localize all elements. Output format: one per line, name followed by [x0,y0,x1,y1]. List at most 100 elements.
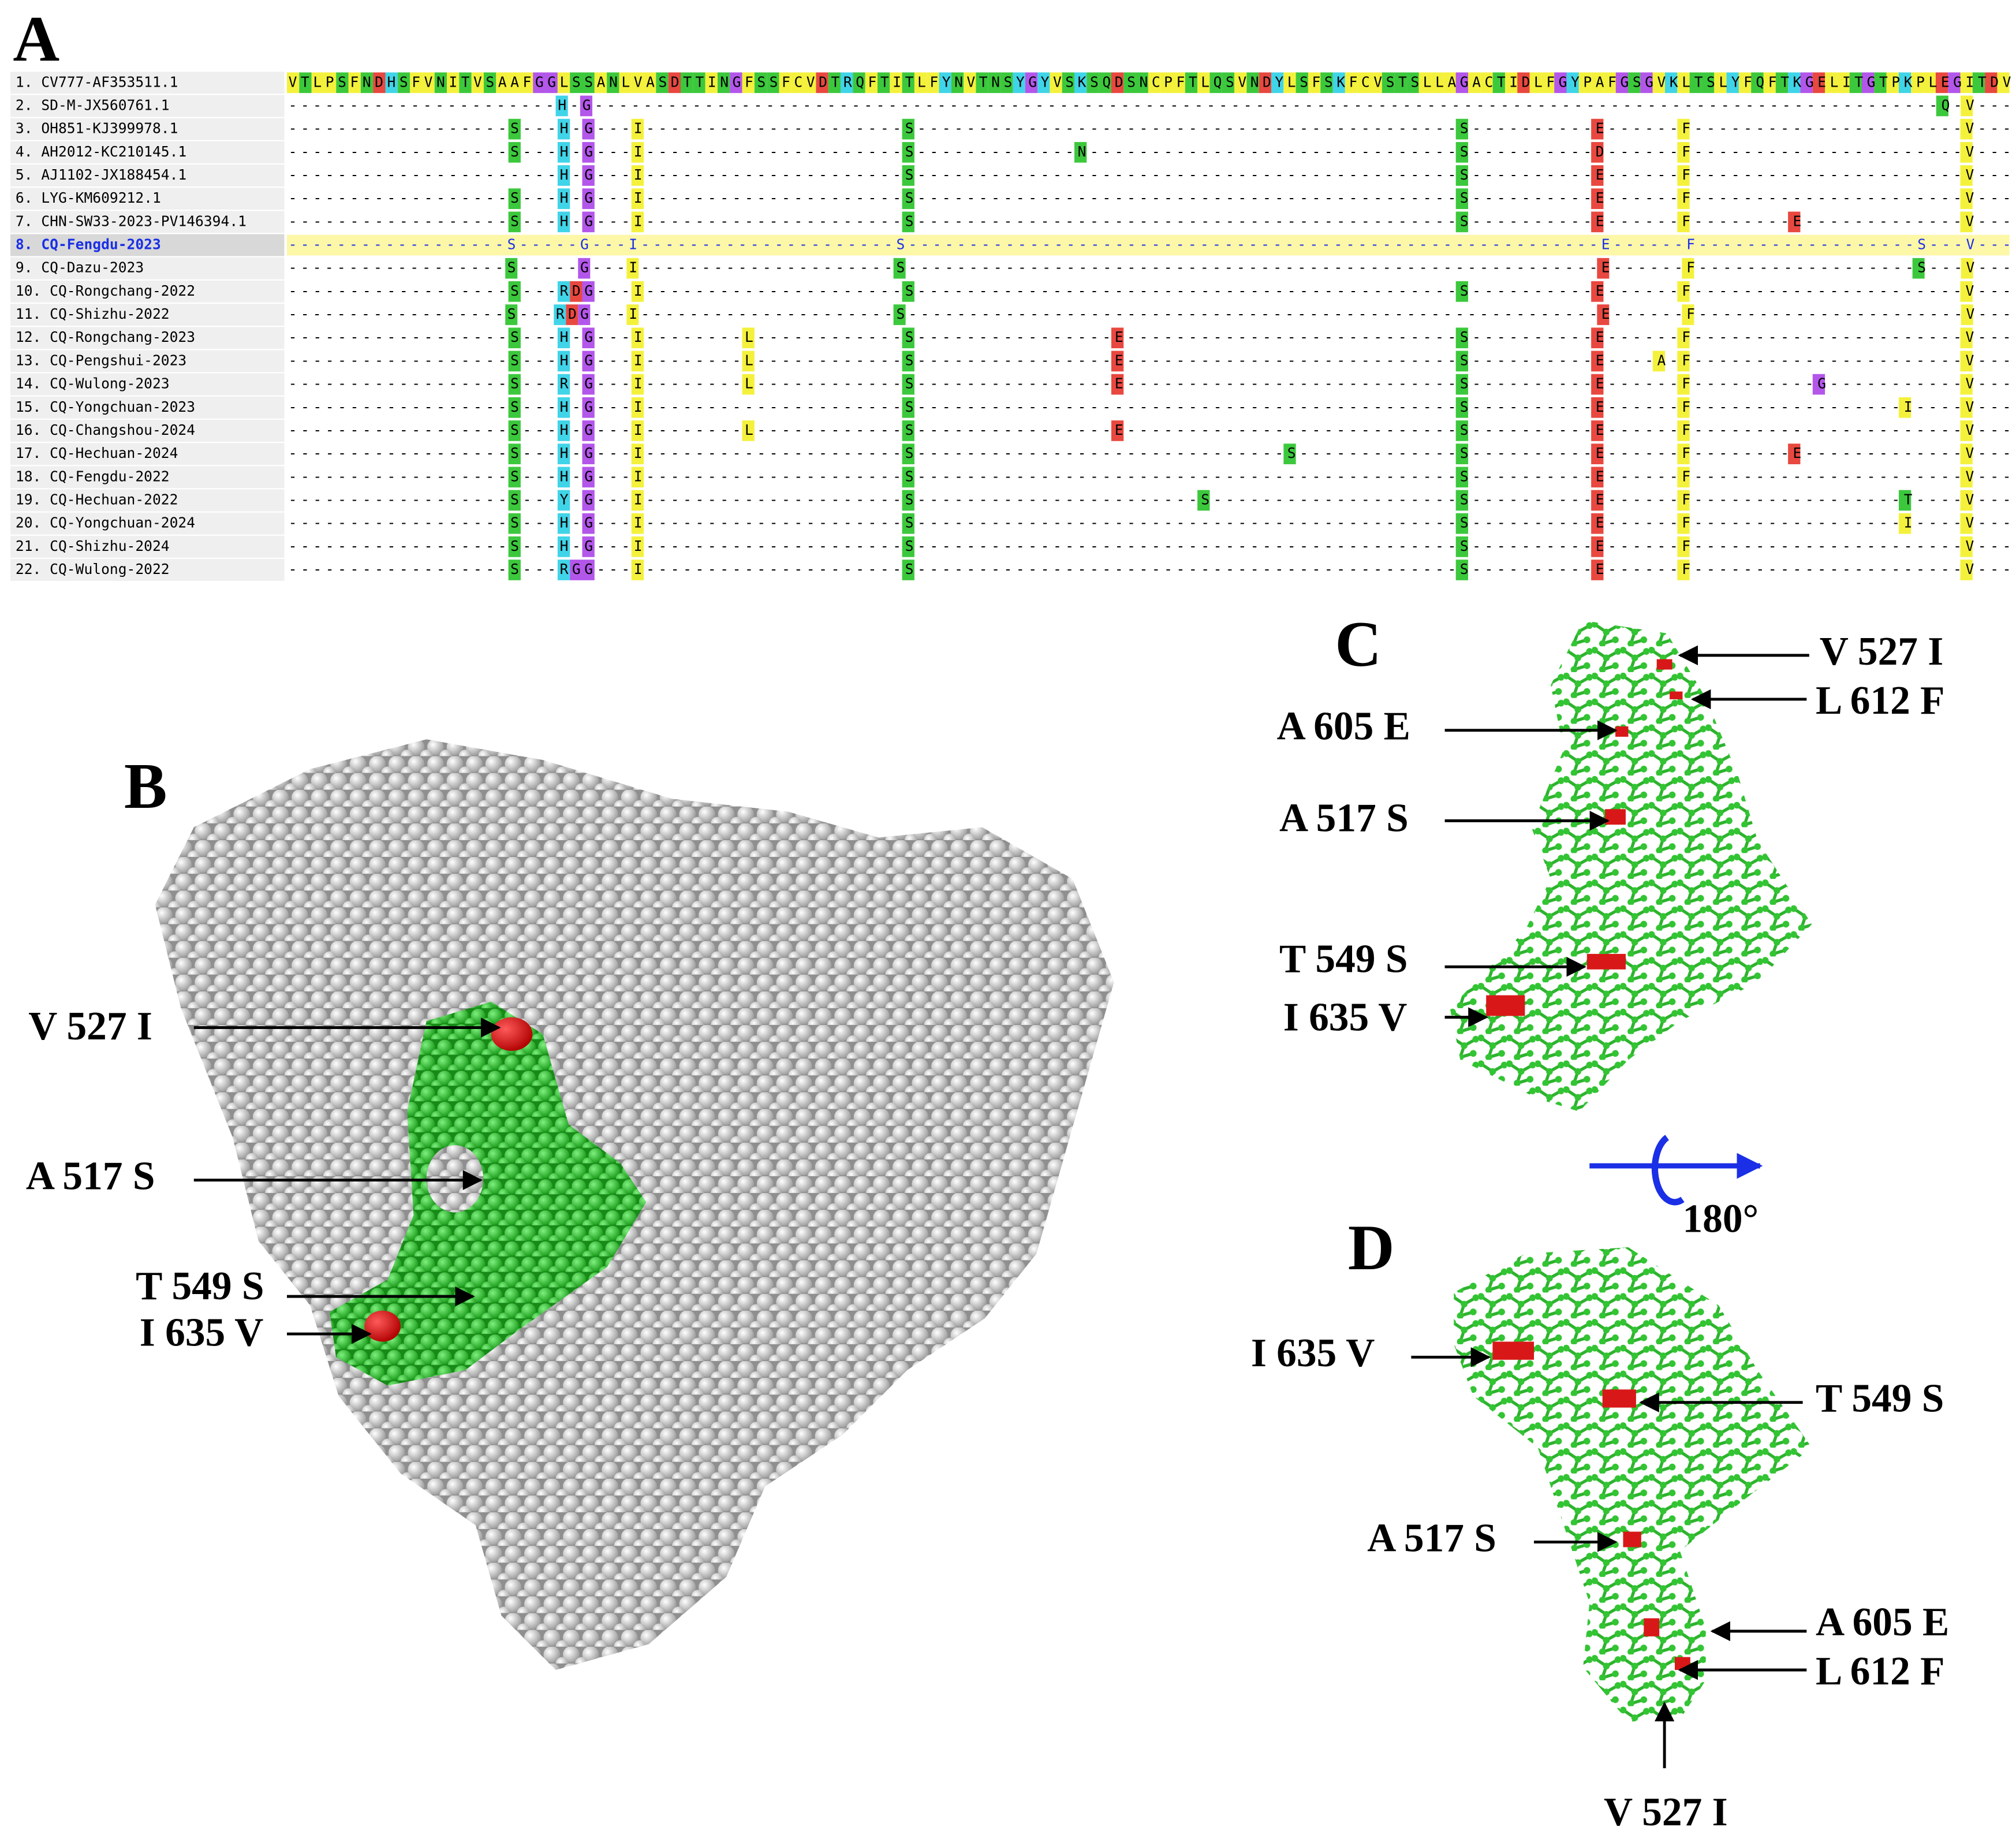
residue-highlight [1960,443,1973,464]
residue-highlight [1898,513,1912,534]
residue-highlight [348,72,361,94]
residue-highlight [496,72,509,94]
sequence-name: 3. OH851-KJ399978.1 [16,120,178,137]
residue-highlight [582,165,595,186]
residue-highlight [607,72,619,94]
residue-highlight [533,72,546,94]
residue-highlight [779,72,792,94]
residue-highlight [1148,72,1161,94]
residue-highlight [1591,327,1604,349]
name-cell [10,559,285,581]
residue-highlight [557,281,570,302]
monomer-structure [1454,1247,1812,1722]
sequence: ----------------------H-G---------------… [289,96,2011,113]
mutation-sites [1492,1341,1690,1671]
name-cell [10,443,285,465]
residue-highlight [1677,443,1690,464]
residue-highlight [1677,118,1690,140]
sequence-name: 14. CQ-Wulong-2023 [16,375,170,392]
sequence: ------------------S---H-G---I--------L--… [289,422,2011,438]
mutation-site [1492,1341,1535,1360]
residue-highlight [1443,72,1456,94]
residue-highlight [1209,72,1222,94]
mutation-site [364,1310,401,1342]
residue-highlight [1726,72,1739,94]
sequence-name: 16. CQ-Changshou-2024 [16,422,195,438]
residue-highlight [705,72,718,94]
residue-highlight [1455,165,1468,186]
panel-label: A [13,3,59,75]
residue-highlight [804,72,816,94]
residue-highlight [902,443,914,464]
mutation-site [1486,995,1525,1016]
residue-highlight [1455,420,1468,441]
residue-highlight [1911,72,1924,94]
residue-highlight [902,141,914,163]
residue-highlight [1283,72,1296,94]
residue-highlight [508,118,521,140]
residue-highlight [1418,72,1432,94]
residue-highlight [631,211,644,233]
residue-highlight [1123,72,1136,94]
residue-highlight [570,560,583,580]
residue-highlight [1960,165,1973,186]
residue-highlight [557,211,570,233]
residue-highlight [508,420,521,441]
sequence: ------------------S---H-G---I--------L--… [289,329,2011,345]
residue-highlight [631,188,644,210]
residue-highlight [582,490,595,511]
residue-highlight [508,560,521,580]
residue-highlight [1591,420,1604,441]
residue-highlight [964,72,976,94]
name-cell [10,535,285,558]
residue-highlight [1480,72,1493,94]
residue-highlight [582,374,595,395]
rotation-arc [1651,1135,1685,1206]
residue-highlight [1591,281,1604,302]
residue-highlight [1099,72,1111,94]
name-cell [10,165,285,187]
sequence: ------------------S---H-G---I-----------… [289,468,2011,484]
residue-highlight [578,258,591,279]
residue-highlight [902,513,914,534]
mutation-label: T 549 S [1279,937,1408,982]
residue-highlight [631,374,644,395]
residue-highlight [1912,258,1925,279]
alignment: 1. CV777-AF353511.1 VTLPSFNDHSFVNITVSAAFG… [10,72,2011,581]
residue-highlight [1960,490,1973,511]
residue-highlight [1591,165,1604,186]
mutation-label: A 517 S [1367,1516,1496,1560]
residue-highlight [1961,304,1973,325]
monomer-structure [1450,620,1812,1112]
residue-highlight [1677,327,1690,349]
residue-highlight [1677,513,1690,534]
residue-highlight [1431,72,1444,94]
sequence-name: 20. CQ-Yongchuan-2024 [16,515,195,531]
residue-highlight [1960,118,1973,140]
residue-highlight [1714,72,1727,94]
mutation-label: L 612 F [1816,678,1945,723]
name-cell [10,327,285,349]
residue-highlight [1682,258,1694,279]
name-cell [10,350,285,372]
residue-highlight [742,327,755,349]
residue-highlight [902,211,914,233]
residue-highlight [1296,72,1308,94]
residue-highlight [508,397,521,418]
residue-highlight [1677,467,1690,488]
residue-highlight [1961,258,1973,279]
residue-highlight [1701,72,1715,94]
panel-label: D [1348,1212,1395,1284]
residue-highlight [914,72,927,94]
residue-highlight [508,72,521,94]
residue-highlight [557,351,570,372]
residue-highlight [1000,72,1013,94]
mutation-sites [1486,659,1683,1016]
residue-highlight [1677,141,1690,163]
residue-highlight [1541,72,1555,94]
residue-highlight [1591,513,1604,534]
name-cell [10,466,285,489]
mutation-label: T 549 S [1816,1377,1944,1421]
residue-highlight [742,420,755,441]
